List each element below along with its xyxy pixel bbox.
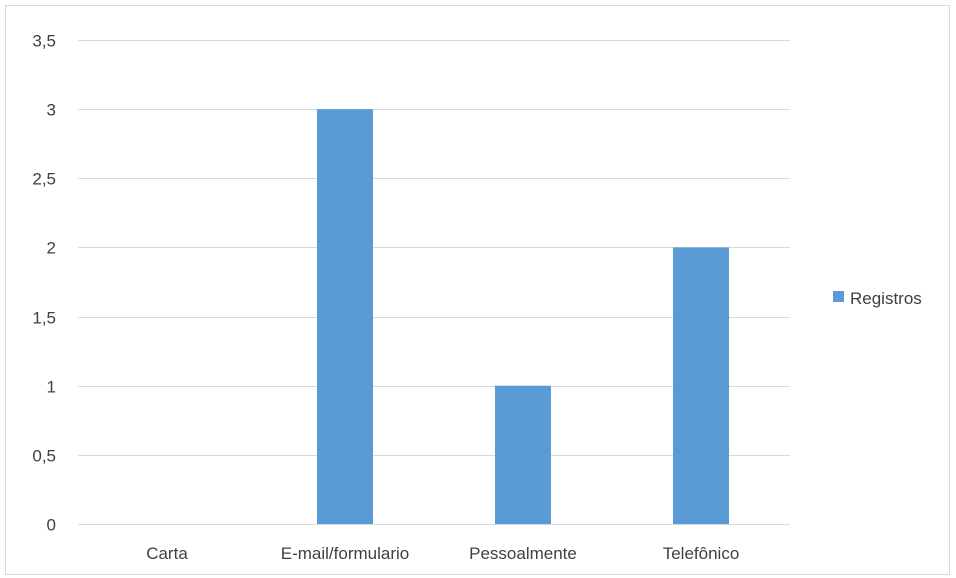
y-tick-label: 1,5 xyxy=(32,309,56,328)
x-tick-label: Telefônico xyxy=(663,544,740,563)
bar xyxy=(317,109,373,525)
bar xyxy=(495,385,551,524)
y-tick-label: 0,5 xyxy=(32,447,56,466)
y-tick-label: 3,5 xyxy=(32,32,56,51)
y-tick-label: 1 xyxy=(47,378,56,397)
bar xyxy=(673,247,729,524)
y-tick-label: 2,5 xyxy=(32,170,56,189)
y-tick-label: 3 xyxy=(47,101,56,120)
y-tick-label: 0 xyxy=(47,516,56,535)
legend-swatch-registros xyxy=(833,291,844,302)
bars xyxy=(317,109,729,525)
gridlines xyxy=(78,40,790,525)
x-tick-label: Pessoalmente xyxy=(469,544,577,563)
x-tick-label: E-mail/formulario xyxy=(281,544,409,563)
legend: Registros xyxy=(833,289,922,308)
chart-frame xyxy=(5,5,950,575)
legend-label-registros: Registros xyxy=(850,289,922,308)
x-tick-label: Carta xyxy=(146,544,188,563)
x-axis-tick-labels: Carta E-mail/formulario Pessoalmente Telefô… xyxy=(146,544,739,563)
y-axis-tick-labels: 0 0,5 1 1,5 2 2,5 3 3,5 xyxy=(32,32,56,535)
y-tick-label: 2 xyxy=(47,239,56,258)
